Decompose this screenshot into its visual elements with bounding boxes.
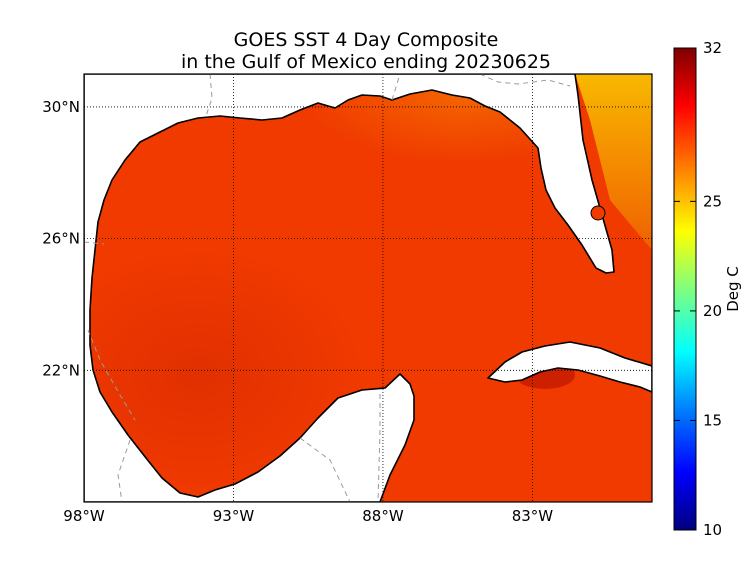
latitude-labels: 30°N 26°N 22°N <box>42 98 80 379</box>
longitude-label: 83°W <box>512 507 554 525</box>
north-america-land <box>84 74 615 502</box>
atlantic-sst-field <box>575 74 652 250</box>
longitude-labels: 98°W 93°W 88°W 83°W <box>63 507 553 525</box>
map-plot-area <box>84 74 652 502</box>
longitude-label: 88°W <box>362 507 404 525</box>
latitude-label: 26°N <box>42 230 80 248</box>
colorbar-ticks: 32 25 20 15 10 <box>674 39 722 539</box>
cuba-land <box>487 341 652 393</box>
colorbar-tick-label: 32 <box>703 39 722 57</box>
latitude-label: 30°N <box>42 98 80 116</box>
lake-okeechobee <box>590 205 606 221</box>
colorbar-tick-label: 15 <box>703 411 722 429</box>
longitude-label: 93°W <box>213 507 255 525</box>
colorbar-label: Deg C <box>724 266 742 312</box>
latitude-label: 22°N <box>42 361 80 379</box>
colorbar-tick-label: 25 <box>703 192 722 210</box>
political-borders <box>84 74 571 502</box>
colorbar <box>673 47 697 531</box>
colorbar-tick-label: 20 <box>703 302 722 320</box>
map-title-line-1: GOES SST 4 Day Composite <box>233 29 499 51</box>
colorbar-tick-label: 10 <box>703 521 722 539</box>
map-frame <box>83 73 653 503</box>
graticule <box>84 74 652 502</box>
longitude-label: 98°W <box>63 507 105 525</box>
map-title-line-2: in the Gulf of Mexico ending 20230625 <box>180 51 551 73</box>
